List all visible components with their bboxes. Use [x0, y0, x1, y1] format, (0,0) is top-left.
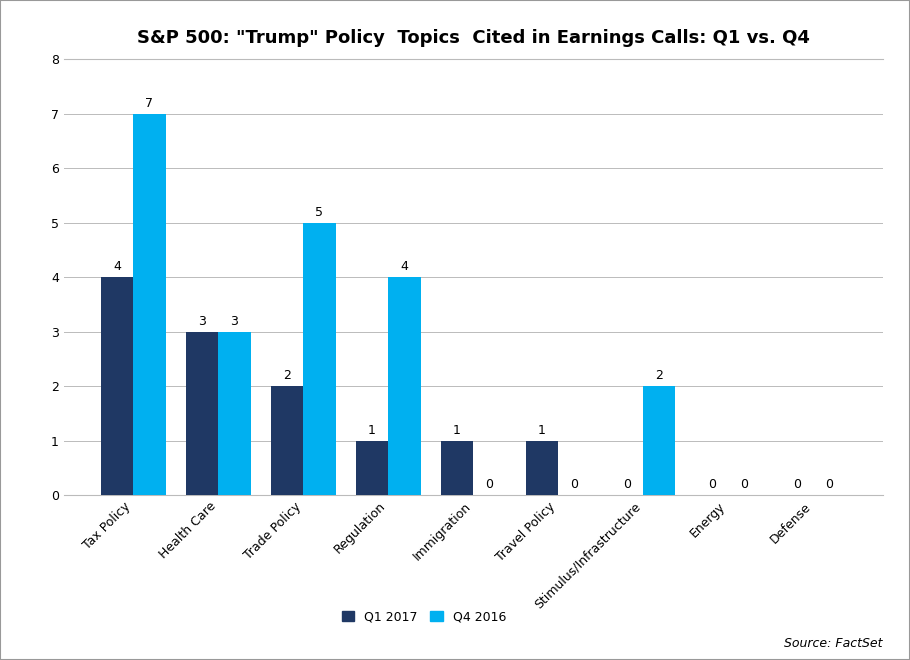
Bar	[271, 386, 303, 495]
Bar	[133, 114, 166, 495]
Text: 0: 0	[793, 478, 801, 491]
Text: 4: 4	[400, 261, 409, 273]
Text: Source: FactSet: Source: FactSet	[784, 637, 883, 650]
Text: 3: 3	[198, 315, 206, 328]
Bar	[643, 386, 675, 495]
Bar	[186, 331, 218, 495]
Text: 1: 1	[538, 424, 546, 437]
Text: 3: 3	[230, 315, 238, 328]
Text: 2: 2	[655, 370, 663, 382]
Bar	[218, 331, 250, 495]
Bar	[303, 223, 336, 495]
Text: 2: 2	[283, 370, 291, 382]
Text: 0: 0	[741, 478, 748, 491]
Title: S&P 500: "Trump" Policy  Topics  Cited in Earnings Calls: Q1 vs. Q4: S&P 500: "Trump" Policy Topics Cited in …	[136, 29, 810, 47]
Text: 5: 5	[316, 206, 323, 219]
Text: 1: 1	[369, 424, 376, 437]
Text: 0: 0	[825, 478, 834, 491]
Bar	[356, 441, 389, 495]
Bar	[441, 441, 473, 495]
Text: 0: 0	[623, 478, 631, 491]
Bar	[526, 441, 558, 495]
Bar	[101, 277, 133, 495]
Text: 1: 1	[453, 424, 461, 437]
Text: 7: 7	[146, 97, 154, 110]
Bar	[389, 277, 420, 495]
Legend: Q1 2017, Q4 2016: Q1 2017, Q4 2016	[337, 605, 511, 628]
Text: 0: 0	[708, 478, 716, 491]
Text: 4: 4	[113, 261, 121, 273]
Text: 0: 0	[571, 478, 579, 491]
Text: 0: 0	[485, 478, 493, 491]
